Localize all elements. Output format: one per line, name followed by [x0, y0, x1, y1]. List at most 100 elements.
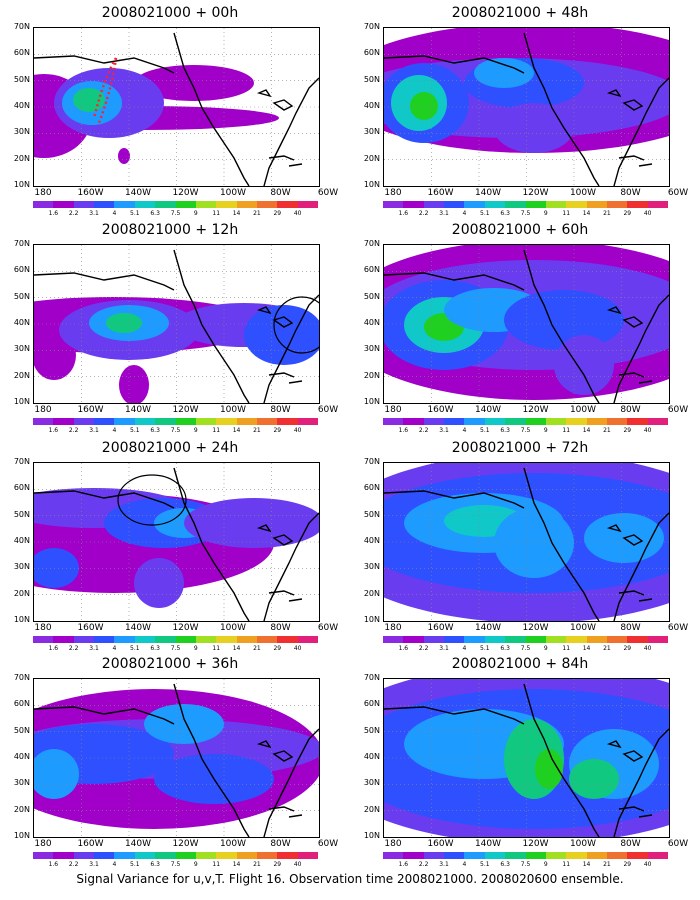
colorbar-swatch [627, 418, 648, 425]
variance-contour [134, 558, 184, 608]
colorbar-label: 7.5 [520, 645, 531, 652]
colorbar-swatch [256, 852, 278, 859]
y-axis-label: 70N [13, 457, 30, 466]
target-region-circle [117, 474, 187, 526]
colorbar-swatch [94, 852, 115, 859]
map-panel-p00: 2008021000 + 00h 70N 60N 50N 40N 30N 20N 10N 180… [0, 5, 340, 222]
colorbar-swatch [195, 852, 217, 859]
coastline [256, 524, 294, 546]
y-axis-label: 70N [363, 239, 380, 248]
colorbar-swatch [566, 201, 587, 208]
y-axis-label: 10N [13, 615, 30, 624]
y-axis-label: 40N [13, 101, 30, 110]
y-axis-label: 20N [13, 804, 30, 814]
colorbar-swatch [403, 636, 424, 643]
colorbar-swatch [464, 201, 485, 208]
colorbar-swatch [464, 636, 485, 643]
colorbar-swatch [647, 201, 669, 208]
colorbar-swatch [216, 852, 237, 859]
colorbar-swatch [94, 636, 115, 643]
colorbar-label: 14 [232, 861, 241, 868]
x-axis-label: 60W [317, 623, 339, 633]
colorbar-label: 40 [643, 210, 652, 217]
x-axis-label: 60W [317, 839, 339, 849]
colorbar-swatch [53, 636, 74, 643]
colorbar-label: 7.5 [170, 861, 181, 868]
colorbar-swatch [444, 418, 465, 425]
y-axis-label: 70N [363, 22, 380, 31]
variance-contour [474, 58, 534, 88]
y-axis-label: 50N [13, 725, 30, 735]
coastline [618, 806, 653, 818]
x-axis-label: 120W [172, 188, 199, 198]
panel-title: 2008021000 + 24h [101, 440, 239, 456]
colorbar-label: 29 [273, 861, 282, 868]
colorbar-label: 1.6 [48, 427, 59, 434]
colorbar-label: 1.6 [398, 861, 409, 868]
colorbar-label: 14 [582, 645, 591, 652]
x-axis-label: 120W [522, 188, 549, 198]
y-axis-label: 10N [13, 180, 30, 189]
colorbar-swatch [53, 201, 74, 208]
variance-contour [106, 313, 142, 333]
colorbar-swatch [545, 418, 567, 425]
colorbar-label: 5.1 [130, 645, 140, 652]
colorbar-label: 2.2 [418, 427, 429, 434]
colorbar-swatch [525, 852, 546, 859]
x-axis-label: 180 [34, 405, 52, 415]
colorbar-label: 21 [253, 645, 261, 652]
colorbar-swatch [525, 636, 546, 643]
y-axis-label: 20N [363, 370, 380, 380]
y-axis-label: 40N [363, 318, 380, 327]
colorbar-swatch [216, 201, 237, 208]
colorbar-label: 9 [193, 210, 198, 217]
x-axis-label: 180 [34, 188, 52, 198]
x-axis-label: 120W [172, 839, 199, 849]
colorbar-label: 5.1 [480, 861, 490, 868]
y-axis-label: 20N [13, 153, 30, 163]
x-axis-label: 80W [620, 839, 641, 849]
colorbar-swatch [545, 852, 567, 859]
y-axis-label: 30N [13, 778, 30, 788]
x-axis-label: 60W [317, 405, 339, 415]
x-axis-label: 100W [569, 623, 597, 633]
x-axis-label: 60W [317, 188, 339, 198]
y-axis-label: 40N [363, 752, 380, 761]
x-axis-label: 140W [124, 405, 152, 415]
colorbar-swatch [525, 418, 546, 425]
y-axis-label: 10N [13, 831, 30, 840]
colorbar-label: 14 [232, 210, 241, 217]
colorbar-swatch [155, 636, 176, 643]
colorbar-swatch [505, 636, 526, 643]
coastline [268, 155, 303, 167]
variance-contour [535, 749, 563, 789]
y-axis-label: 50N [13, 291, 30, 301]
coastline [263, 728, 319, 837]
colorbar-label: 21 [603, 861, 611, 868]
coastline [173, 249, 250, 403]
coastline [523, 467, 600, 621]
colorbar-swatch [586, 852, 607, 859]
colorbar-swatch [297, 201, 319, 208]
colorbar-swatch [114, 636, 135, 643]
colorbar [383, 852, 669, 859]
coastline [34, 272, 175, 291]
colorbar-swatch [175, 852, 196, 859]
colorbar-label: 7.5 [520, 427, 531, 434]
x-axis-label: 140W [124, 188, 152, 198]
colorbar-swatch [484, 636, 506, 643]
y-axis-label: 70N [13, 673, 30, 682]
coastline [263, 294, 319, 403]
colorbar-label: 14 [232, 645, 241, 652]
map-panel-p36: 2008021000 + 36h 70N 60N 50N 40N 30N 20N 10N 180… [0, 656, 340, 873]
y-axis-label: 20N [363, 588, 380, 598]
x-axis-label: 100W [569, 839, 597, 849]
y-axis-label: 30N [13, 562, 30, 572]
coastline [268, 806, 303, 818]
y-axis-label: 30N [13, 127, 30, 137]
colorbar-swatch [403, 201, 424, 208]
colorbar-label: 21 [253, 861, 261, 868]
colorbar-label: 29 [623, 210, 632, 217]
map-svg [34, 28, 319, 186]
variance-contour [34, 749, 79, 799]
